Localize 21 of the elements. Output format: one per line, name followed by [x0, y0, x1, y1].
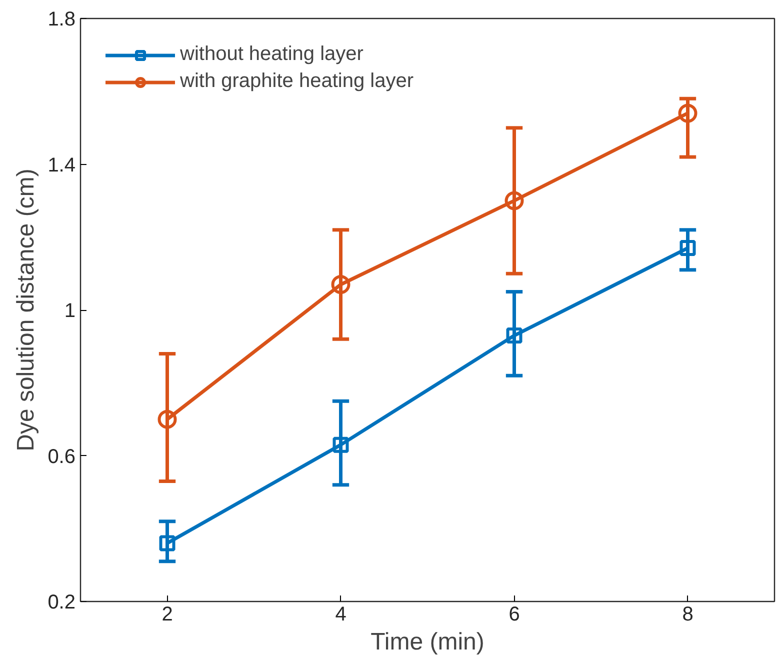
- legend-label: without heating layer: [180, 43, 364, 66]
- point: [678, 104, 698, 123]
- y-tick-label: 1.4: [48, 154, 76, 176]
- y-tick-label: 0.2: [48, 592, 76, 614]
- y-tick-label: 1.8: [48, 8, 76, 30]
- point: [504, 191, 524, 210]
- legend-label: with graphite heating layer: [180, 70, 414, 93]
- x-tick-label: 6: [508, 604, 520, 626]
- x-tick-label: 8: [682, 604, 694, 626]
- y-tick-label: 1: [64, 300, 76, 322]
- x-axis-title: Time (min): [370, 628, 484, 656]
- x-tick-label: 4: [335, 604, 346, 626]
- point: [506, 328, 522, 344]
- y-axis-title: Dye solution distance (cm): [12, 168, 40, 452]
- x-tick-label: 2: [162, 604, 173, 626]
- point: [158, 410, 177, 429]
- point: [680, 240, 696, 256]
- point: [331, 275, 350, 294]
- point: [332, 436, 349, 453]
- y-tick-label: 0.6: [48, 446, 76, 468]
- point: [159, 535, 176, 552]
